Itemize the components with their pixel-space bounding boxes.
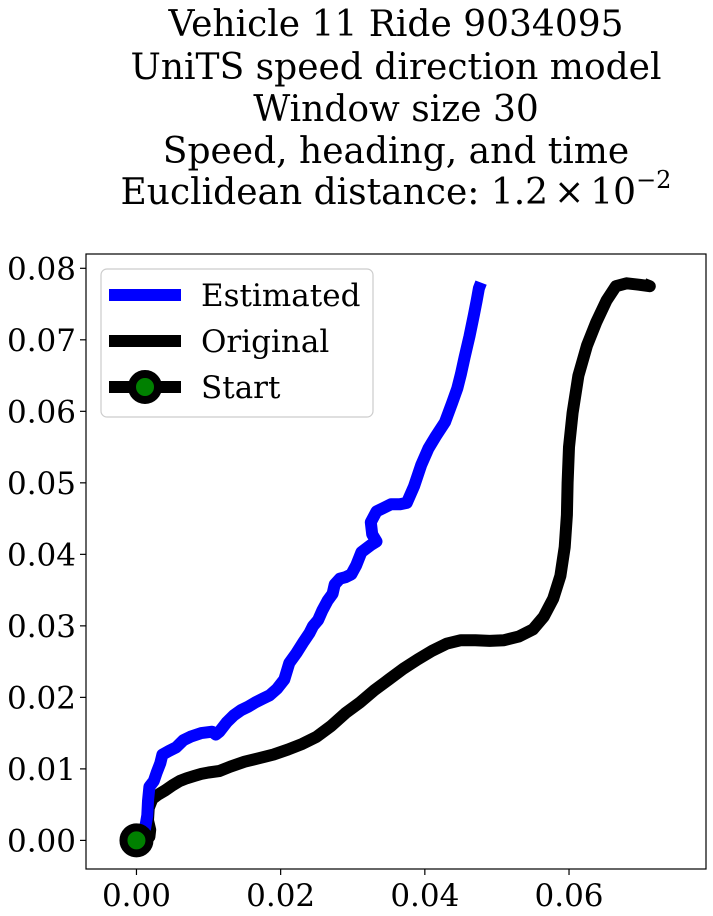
- y-tick-label: 0.03: [7, 609, 76, 645]
- title-line-1: Vehicle 11 Ride 9034095: [167, 4, 623, 45]
- title-line-4: Speed, heading, and time: [163, 131, 629, 172]
- title-line-3: Window size 30: [253, 89, 539, 130]
- plot-series: [130, 277, 656, 849]
- start-marker-layer: [119, 823, 154, 858]
- series-line-estimated: [130, 280, 487, 843]
- y-tick-label: 0.02: [7, 680, 76, 716]
- y-tick-label: 0.05: [7, 466, 76, 502]
- title-distance-base: 10: [590, 172, 636, 213]
- x-tick-label: 0.00: [102, 878, 171, 914]
- title-line-5: Euclidean distance: 1.2 × 10−2: [121, 166, 672, 213]
- title-distance-times: ×: [554, 172, 584, 213]
- y-tick-label: 0.08: [7, 251, 76, 287]
- series-line-original: [134, 277, 656, 849]
- x-tick-label: 0.04: [390, 878, 459, 914]
- legend-label-start: Start: [201, 370, 281, 406]
- legend-frame: [100, 268, 374, 418]
- legend: Estimated Original Start: [100, 268, 374, 418]
- x-tick-label: 0.02: [246, 878, 315, 914]
- x-tick-label: 0.06: [535, 878, 604, 914]
- plot-frame: [85, 253, 707, 870]
- legend-swatch-start-marker: [128, 370, 162, 404]
- y-tick-label: 0.00: [7, 823, 76, 859]
- y-tick-label: 0.04: [7, 537, 76, 573]
- y-tick-label: 0.07: [7, 323, 76, 359]
- title-distance-exponent: −2: [636, 166, 671, 194]
- title-distance-prefix: Euclidean distance: 1.2: [121, 172, 549, 213]
- x-axis: 0.00 0.02 0.04 0.06: [102, 869, 604, 914]
- legend-label-original: Original: [201, 324, 329, 360]
- legend-label-estimated: Estimated: [201, 278, 360, 314]
- y-tick-label: 0.01: [7, 752, 76, 788]
- y-tick-label: 0.06: [7, 394, 76, 430]
- title-line-2: UniTS speed direction model: [131, 47, 662, 88]
- chart-title: Vehicle 11 Ride 9034095 UniTS speed dire…: [121, 4, 672, 213]
- y-axis: 0.00 0.01 0.02 0.03 0.04 0.05 0.06 0.07 0.08: [7, 251, 86, 859]
- start-marker: [119, 823, 154, 858]
